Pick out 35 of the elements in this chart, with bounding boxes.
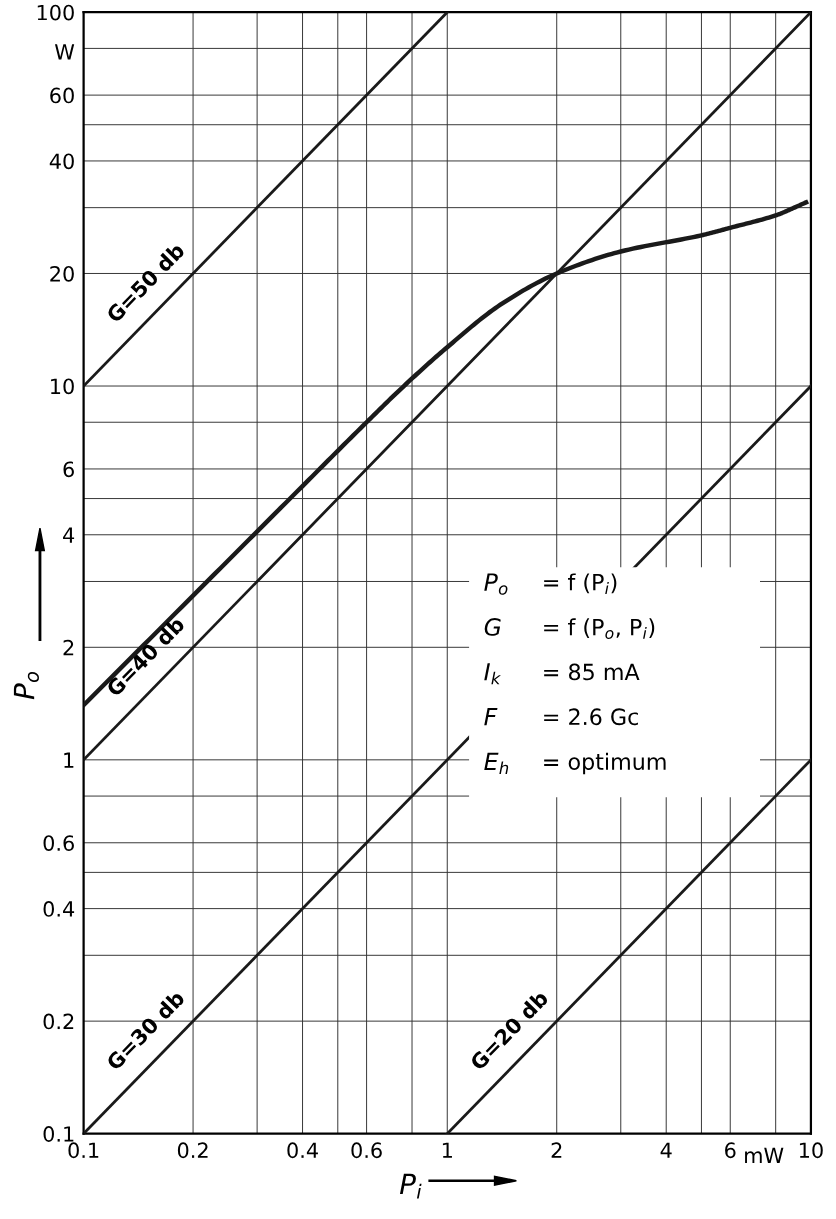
y-tick-label: 40	[49, 153, 74, 170]
x-tick-label: 2	[551, 1142, 562, 1158]
y-tick-label: 0.2	[43, 1013, 74, 1030]
y-tick-label: 2	[63, 639, 74, 656]
x-tick-label: 1	[442, 1142, 452, 1158]
y-tick-label: 6	[63, 461, 74, 478]
y-tick-label: 0.4	[43, 901, 75, 917]
annotation: F	[484, 708, 498, 726]
x-tick-label: 10	[799, 1142, 823, 1159]
x-tick-label: 0.4	[287, 1142, 318, 1159]
y-tick-label: 10	[51, 378, 74, 395]
x-tick-label: 0.2	[177, 1142, 208, 1159]
x-tick-label: 0.6	[351, 1142, 382, 1159]
x-tick-label: 6	[725, 1142, 736, 1159]
annotation: I$_{k}$	[484, 663, 501, 685]
annotation: = 2.6 Gc	[544, 708, 638, 726]
y-tick-label: 100	[37, 4, 74, 21]
y-tick-label: 0.1	[43, 1126, 74, 1142]
x-axis-title: P$_{i}$	[399, 1173, 422, 1199]
annotation: E$_{h}$	[484, 752, 509, 774]
annotation: G	[484, 618, 501, 636]
annotation: P$_{o}$	[484, 573, 508, 595]
annotation: = f (P$_{o}$, P$_{i}$)	[544, 618, 655, 639]
y-axis-title: P$_{o}$	[13, 671, 39, 700]
y-tick-label: 0.6	[43, 835, 74, 851]
y-tick-label: 20	[50, 265, 74, 282]
annotation: = optimum	[544, 752, 666, 775]
y-tick-label: 1	[64, 752, 74, 768]
text: W	[54, 44, 75, 60]
y-tick-label: 4	[63, 527, 75, 543]
y-tick-label: 60	[50, 87, 74, 104]
annotation: = 85 mA	[544, 663, 640, 681]
text: mW	[745, 1147, 784, 1163]
x-tick-label: 4	[660, 1142, 672, 1158]
annotation: = f (P$_{i}$)	[544, 573, 617, 594]
